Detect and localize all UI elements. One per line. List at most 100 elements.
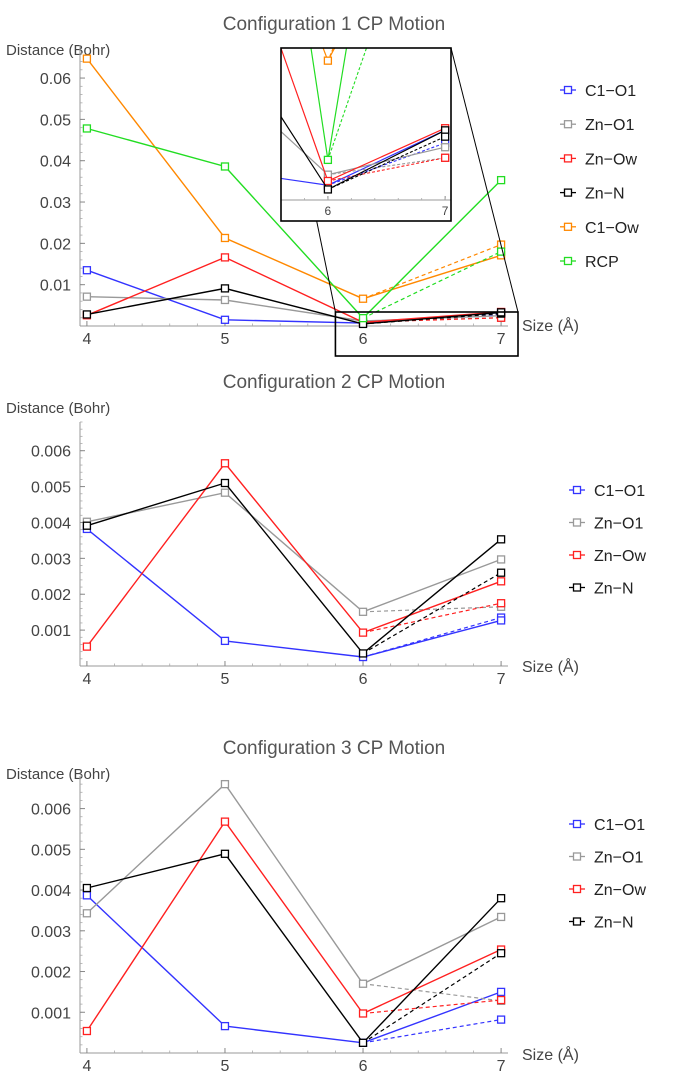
series-point-rcp-5 xyxy=(220,162,230,171)
chart-title: Configuration 3 CP Motion xyxy=(223,738,446,759)
chart-title: Configuration 2 CP Motion xyxy=(223,372,446,393)
y-tick-label: 0.002 xyxy=(31,587,71,604)
x-tick-label: 7 xyxy=(497,671,506,688)
legend-swatch-marker xyxy=(572,884,582,894)
legend-label: Zn−N xyxy=(594,915,634,932)
x-tick-label: 4 xyxy=(82,1058,91,1075)
series-point-zn-n-4 xyxy=(82,883,92,893)
series-point-zn-o1-5 xyxy=(220,779,230,789)
series-dashed-line-c1-o1 xyxy=(362,616,502,658)
series-point-rcp-4 xyxy=(82,124,92,133)
y-tick-label: 0.06 xyxy=(40,71,71,88)
legend-item-zn-ow: Zn−Ow xyxy=(560,151,637,168)
series-line-zn-o1 xyxy=(86,491,502,613)
legend-label: Zn−O1 xyxy=(585,117,634,134)
series-point-c1-o1-4 xyxy=(82,891,92,900)
y-axis-label: Distance (Bohr) xyxy=(6,400,110,417)
legend-item-zn-o1: Zn−O1 xyxy=(569,516,643,533)
legend-label: Zn−O1 xyxy=(594,850,643,867)
legend-item-zn-o1: Zn−O1 xyxy=(560,117,634,134)
x-tick-label: 6 xyxy=(359,1058,368,1075)
series-point-zn-n-6 xyxy=(358,1038,368,1047)
series-point-zn-n-5 xyxy=(220,478,230,488)
series-dashed-point-zn-n xyxy=(496,949,506,958)
inset-dashed-line-c1-o1 xyxy=(327,142,446,186)
legend-item-c1-o1: C1−O1 xyxy=(560,83,636,100)
inset-frame xyxy=(280,47,452,222)
inset-x-tick-label: 6 xyxy=(325,204,332,218)
legend-swatch-marker xyxy=(563,120,573,129)
series-dashed-point-zn-ow xyxy=(496,995,506,1005)
legend-label: C1−O1 xyxy=(594,817,645,834)
y-tick-label: 0.02 xyxy=(40,236,71,253)
series-point-zn-o1-5 xyxy=(220,295,230,305)
series-line-zn-n xyxy=(86,482,502,655)
series-dashed-line-zn-n xyxy=(362,572,502,654)
x-axis-label: Size (Å) xyxy=(522,657,579,676)
series-point-c1-o1-7 xyxy=(496,987,506,997)
series-dashed-line-zn-ow xyxy=(362,602,502,634)
series-dashed-point-rcp xyxy=(496,247,506,256)
legend-label: C1−Ow xyxy=(585,220,639,237)
series-point-zn-ow-7 xyxy=(496,577,506,586)
x-tick-label: 6 xyxy=(359,331,368,348)
chart-title: Configuration 1 CP Motion xyxy=(223,14,446,35)
legend-item-zn-n: Zn−N xyxy=(560,186,625,203)
inset-point-rcp xyxy=(323,155,333,165)
y-tick-label: 0.004 xyxy=(31,515,71,532)
legend-swatch-marker xyxy=(572,583,582,592)
series-line-zn-ow xyxy=(86,820,502,1032)
inset-point-zn-o1 xyxy=(440,143,450,152)
series-point-zn-n-4 xyxy=(82,521,92,530)
chart-1: Configuration 1 CP Motion Distance (Bohr)… xyxy=(6,14,639,357)
series-point-zn-o1-5 xyxy=(220,488,230,497)
legend-item-zn-ow: Zn−Ow xyxy=(569,548,646,565)
legend-item-c1-o1: C1−O1 xyxy=(569,483,645,500)
series-point-zn-ow-6 xyxy=(358,1009,368,1018)
series-dashed-point-c1-o1 xyxy=(496,1015,506,1024)
series-point-zn-o1-4 xyxy=(82,909,92,918)
y-tick-label: 0.004 xyxy=(31,883,71,900)
legend-label: Zn−N xyxy=(594,581,634,598)
series-point-zn-ow-4 xyxy=(82,642,92,651)
y-tick-label: 0.003 xyxy=(31,924,71,941)
y-axis-label: Distance (Bohr) xyxy=(6,766,110,783)
series-point-zn-ow-4 xyxy=(82,1026,92,1036)
inset-series-group xyxy=(281,48,450,194)
legend-label: Zn−Ow xyxy=(585,151,637,168)
y-axis-label: Distance (Bohr) xyxy=(6,42,110,59)
legend-swatch-marker xyxy=(572,917,582,926)
y-tick-label: 0.001 xyxy=(31,1005,71,1022)
series-line-zn-n xyxy=(86,287,502,325)
series-point-zn-n-6 xyxy=(358,649,368,658)
legend-label: Zn−O1 xyxy=(594,516,643,533)
legend-swatch-marker xyxy=(563,222,573,231)
y-tick-label: 0.005 xyxy=(31,480,71,497)
series-dashed-point-zn-n xyxy=(496,568,506,577)
inset-dashed-point-zn-ow xyxy=(440,153,450,162)
series-point-rcp-7 xyxy=(496,175,506,185)
series-point-zn-ow-5 xyxy=(220,459,230,468)
series-point-c1-o1-5 xyxy=(220,1021,230,1031)
x-tick-label: 4 xyxy=(82,671,91,688)
series-line-c1-ow xyxy=(86,58,502,300)
legend-swatch-marker xyxy=(572,852,582,861)
legend-label: C1−O1 xyxy=(585,83,636,100)
series-line-c1-o1 xyxy=(86,528,502,658)
series-dashed-line-zn-o1 xyxy=(363,606,502,613)
series-point-zn-n-5 xyxy=(220,849,230,858)
legend-swatch-marker xyxy=(563,188,573,197)
legend-swatch-marker xyxy=(572,518,582,527)
x-tick-label: 5 xyxy=(221,331,230,348)
series-point-zn-n-4 xyxy=(82,310,92,319)
inset-point-zn-n xyxy=(323,185,333,194)
series-dashed-line-zn-o1 xyxy=(362,983,502,1002)
series-point-rcp-6 xyxy=(358,313,368,323)
legend-swatch-marker xyxy=(572,550,582,560)
series-point-c1-ow-4 xyxy=(82,54,92,63)
legend-swatch-marker xyxy=(563,154,573,163)
y-tick-label: 0.01 xyxy=(40,278,71,295)
y-tick-label: 0.002 xyxy=(31,965,71,982)
